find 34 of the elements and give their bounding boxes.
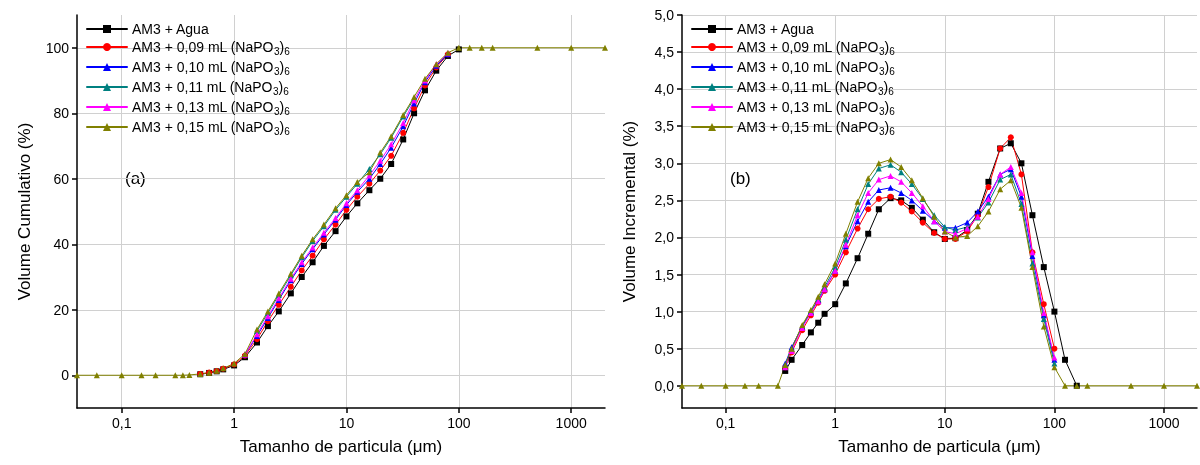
x-axis-title: Tamanho de particula (μm) bbox=[239, 437, 443, 456]
y-tick-label: 20 bbox=[53, 301, 70, 318]
y-tick-label: 1,5 bbox=[654, 266, 675, 283]
y-tick-label: 4,0 bbox=[654, 81, 675, 98]
y-tick-label: 5,0 bbox=[654, 7, 675, 23]
x-tick-label: 100 bbox=[1042, 415, 1067, 431]
x-axis-title: Tamanho de particula (μm) bbox=[838, 437, 1041, 456]
y-tick-label: 60 bbox=[53, 170, 70, 187]
y-tick-label: 3,0 bbox=[654, 155, 675, 172]
y-tick-label: 0,5 bbox=[654, 340, 675, 357]
y-axis-title: Volume Cumulativo (%) bbox=[15, 122, 34, 301]
y-tick-label: 2,0 bbox=[654, 229, 675, 246]
x-tick-label: 1 bbox=[230, 415, 239, 431]
x-tick-label: 1000 bbox=[555, 415, 587, 431]
y-tick-label: 4,5 bbox=[654, 44, 675, 61]
x-tick-label: 1 bbox=[831, 415, 840, 431]
y-tick-label: 2,5 bbox=[654, 192, 675, 209]
x-tick-label: 10 bbox=[937, 415, 953, 431]
y-tick-label: 0 bbox=[61, 367, 70, 384]
x-tick-label: 0,1 bbox=[715, 415, 736, 431]
y-tick-label: 40 bbox=[53, 236, 70, 253]
annotation: (b) bbox=[730, 169, 751, 188]
y-tick-label: 1,0 bbox=[654, 303, 675, 320]
legend-label: AM3 + Agua bbox=[132, 21, 209, 37]
x-tick-label: 0,1 bbox=[111, 415, 132, 431]
x-tick-label: 1000 bbox=[1148, 415, 1180, 431]
y-tick-label: 100 bbox=[45, 39, 70, 56]
y-axis-title: Volume Incremental (%) bbox=[620, 120, 639, 303]
y-tick-label: 0,0 bbox=[654, 377, 675, 394]
x-tick-label: 10 bbox=[338, 415, 355, 431]
y-tick-label: 80 bbox=[53, 105, 70, 122]
y-tick-label: 3,5 bbox=[654, 118, 675, 135]
x-tick-label: 100 bbox=[447, 415, 471, 431]
legend-label: AM3 + Agua bbox=[737, 21, 814, 37]
